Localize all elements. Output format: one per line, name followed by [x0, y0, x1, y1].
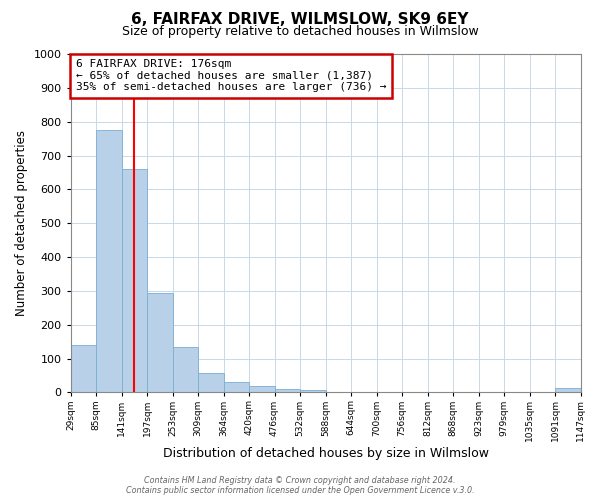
- Bar: [71, 345, 96, 393]
- Y-axis label: Number of detached properties: Number of detached properties: [15, 130, 28, 316]
- Text: Size of property relative to detached houses in Wilmslow: Size of property relative to detached ho…: [122, 25, 478, 38]
- Bar: [173, 346, 198, 393]
- Bar: [198, 373, 224, 392]
- Bar: [300, 390, 326, 392]
- Bar: [147, 292, 173, 392]
- Text: 6, FAIRFAX DRIVE, WILMSLOW, SK9 6EY: 6, FAIRFAX DRIVE, WILMSLOW, SK9 6EY: [131, 12, 469, 28]
- Text: Contains HM Land Registry data © Crown copyright and database right 2024.
Contai: Contains HM Land Registry data © Crown c…: [125, 476, 475, 495]
- Bar: [555, 388, 581, 392]
- Bar: [96, 130, 122, 392]
- Bar: [122, 169, 147, 392]
- Bar: [249, 386, 275, 392]
- X-axis label: Distribution of detached houses by size in Wilmslow: Distribution of detached houses by size …: [163, 447, 488, 460]
- Text: 6 FAIRFAX DRIVE: 176sqm
← 65% of detached houses are smaller (1,387)
35% of semi: 6 FAIRFAX DRIVE: 176sqm ← 65% of detache…: [76, 59, 386, 92]
- Bar: [224, 382, 249, 392]
- Bar: [275, 389, 300, 392]
